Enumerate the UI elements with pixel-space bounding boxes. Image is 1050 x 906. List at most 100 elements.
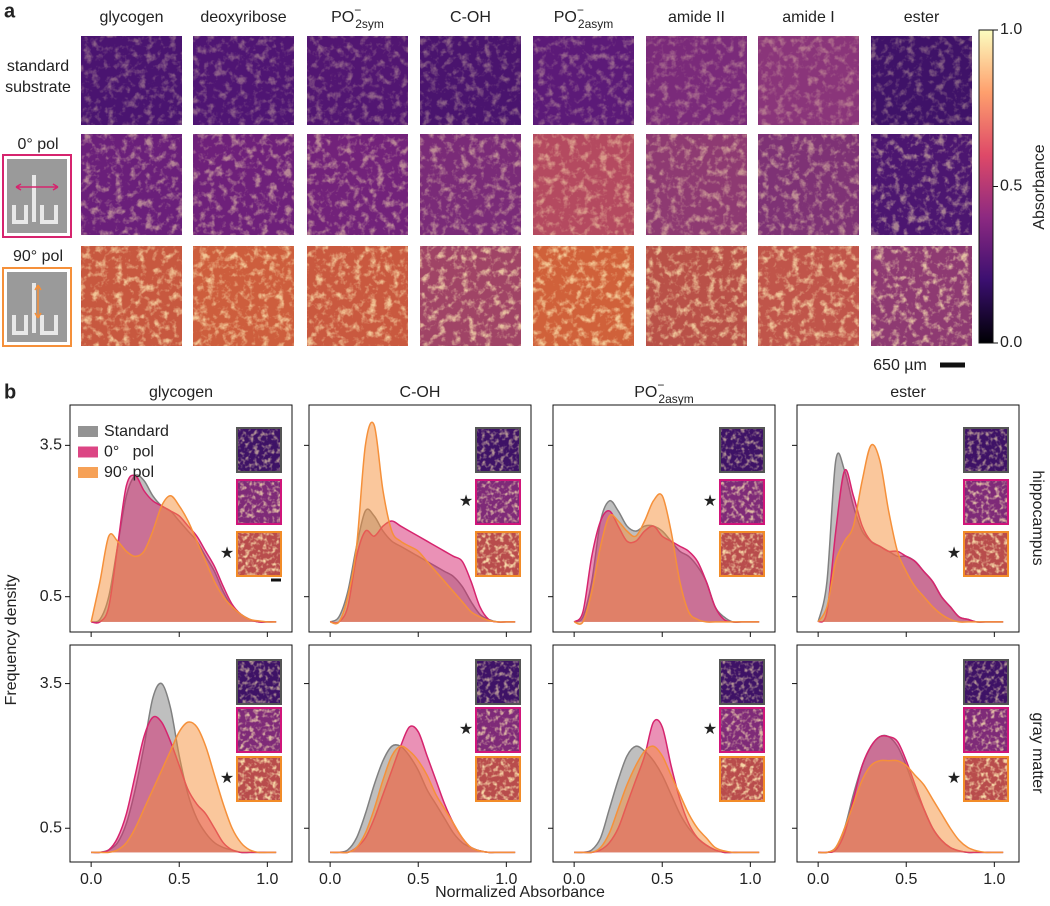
x-tick-label: 1.0: [256, 871, 278, 888]
x-axis-label: Normalized Absorbance: [435, 884, 605, 901]
absorbance-texture: [871, 246, 972, 346]
density-line: [817, 443, 1004, 623]
title-text: C-OH: [450, 9, 491, 26]
density-area: [330, 422, 516, 624]
absorbance-texture: [193, 134, 294, 235]
title-text: deoxyribose: [200, 9, 286, 26]
absorbance-texture: [871, 36, 972, 125]
legend-label: 90° pol: [104, 464, 154, 481]
inset-texture: [477, 661, 519, 703]
inset-texture: [721, 709, 763, 751]
x-tick-label: 0.5: [168, 871, 190, 888]
x-tick-label: 0.0: [319, 871, 341, 888]
absorbance-texture: [758, 134, 859, 235]
scale-bar-label: 650 µm: [873, 357, 927, 374]
title-sup: −: [657, 378, 664, 392]
inset-texture: [477, 481, 519, 523]
density-area: [818, 760, 1004, 853]
density-area: [574, 746, 760, 853]
title-text: ester: [904, 9, 940, 26]
density-area: [574, 493, 760, 625]
legend-swatch: [78, 446, 98, 458]
inset-texture: [721, 661, 763, 703]
x-tick-label: 0.0: [80, 871, 102, 888]
inset-texture: [477, 709, 519, 751]
star: ★: [703, 493, 717, 510]
x-tick-label: 0.5: [407, 871, 429, 888]
plot-frame: [796, 644, 1020, 863]
plot-frame: [69, 644, 293, 863]
inset-texture: [238, 758, 280, 800]
absorbance-texture: [533, 246, 634, 346]
density-line: [574, 745, 760, 854]
legend-label: Standard: [104, 423, 169, 440]
absorbance-texture: [307, 246, 408, 346]
colorbar-tick-label: 1.0: [1000, 21, 1022, 38]
title-text: PO: [331, 9, 354, 26]
inset-texture: [238, 429, 280, 471]
title-text: C-OH: [400, 384, 441, 401]
inset-texture: [477, 758, 519, 800]
column-label: PO− 2sym: [331, 3, 384, 31]
density-area: [91, 721, 277, 853]
plot-frame: [308, 644, 532, 863]
inset-texture: [965, 661, 1007, 703]
star: ★: [459, 493, 473, 510]
absorbance-texture: [533, 36, 634, 125]
absorbance-texture: [81, 246, 182, 346]
absorbance-texture: [758, 246, 859, 346]
plot-frame: [552, 404, 776, 633]
pol-diagram-90: [2, 267, 72, 347]
x-tick-label: 1.0: [983, 871, 1005, 888]
x-tick-label: 0.0: [563, 871, 585, 888]
column-label: ester: [904, 9, 940, 26]
inset-texture: [965, 709, 1007, 751]
chart-title: glycogen: [149, 384, 213, 401]
title-sub: 2sym: [355, 17, 384, 31]
legend-swatch: [78, 467, 98, 478]
colorbar-tick-label: 0.0: [1000, 334, 1022, 351]
absorbance-texture: [307, 134, 408, 235]
star: ★: [220, 770, 234, 787]
density-line: [817, 468, 1004, 623]
absorbance-texture: [193, 246, 294, 346]
legend-label: 0° pol: [104, 444, 154, 461]
absorbance-texture: [646, 246, 747, 346]
inset-texture: [238, 709, 280, 751]
inset-texture: [965, 481, 1007, 523]
column-label: C-OH: [450, 9, 491, 26]
inset-texture: [477, 429, 519, 471]
title-text: glycogen: [149, 384, 213, 401]
star: ★: [947, 770, 961, 787]
density-area: [91, 495, 277, 622]
title-sub: 2asym: [578, 17, 613, 31]
density-line: [573, 493, 760, 625]
colorbar-label: Absorbance: [1031, 144, 1048, 229]
inset-texture: [965, 429, 1007, 471]
column-label: amide I: [782, 9, 834, 26]
y-tick-label: 3.5: [40, 437, 62, 454]
y-tick-label: 3.5: [40, 675, 62, 692]
inset-texture: [721, 481, 763, 523]
inset-texture: [721, 533, 763, 575]
row-label: 0° pol: [17, 136, 58, 153]
row-label: substrate: [5, 79, 71, 96]
inset-texture: [238, 533, 280, 575]
star: ★: [947, 545, 961, 562]
absorbance-texture: [420, 36, 521, 125]
title-text: PO: [554, 9, 577, 26]
absorbance-texture: [758, 36, 859, 125]
inset-texture: [238, 661, 280, 703]
x-tick-label: 1.0: [495, 871, 517, 888]
title-text: amide II: [668, 9, 725, 26]
absorbance-texture: [646, 36, 747, 125]
star: ★: [220, 545, 234, 562]
y-tick-label: 0.5: [40, 588, 62, 605]
star: ★: [703, 721, 717, 738]
density-line: [818, 759, 1004, 854]
inset-texture: [477, 533, 519, 575]
column-label: amide II: [668, 9, 725, 26]
absorbance-texture: [420, 246, 521, 346]
inset-texture: [965, 533, 1007, 575]
